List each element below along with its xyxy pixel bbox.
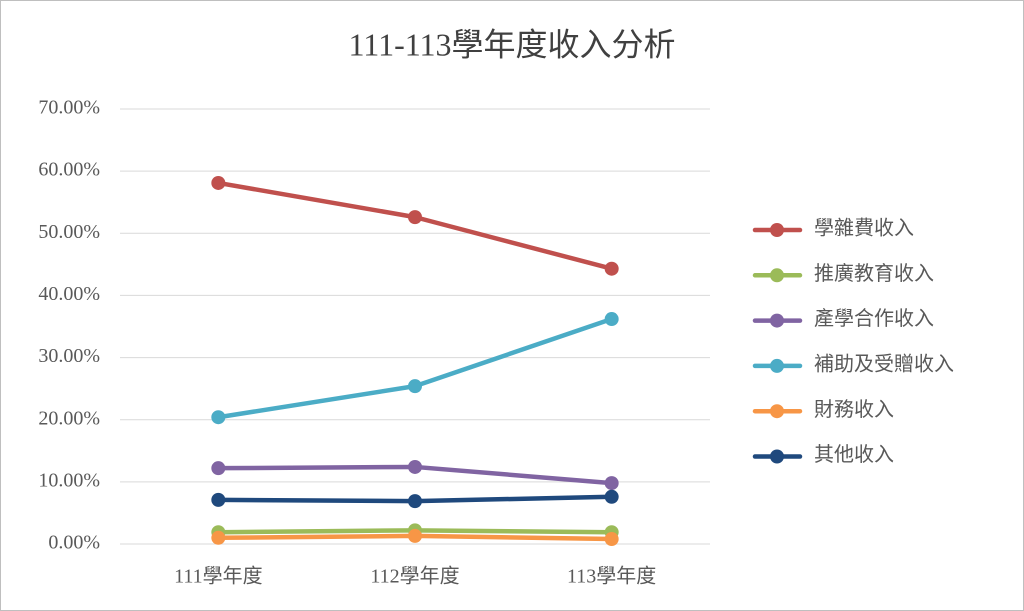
y-tick-label: 70.00% (38, 97, 100, 119)
data-point (408, 379, 422, 394)
y-tick-label: 60.00% (38, 159, 100, 181)
data-point (211, 492, 226, 507)
data-point (408, 494, 422, 509)
y-tick-label: 40.00% (38, 283, 100, 305)
data-point (604, 489, 619, 504)
y-tick-label: 50.00% (38, 221, 100, 243)
data-point (408, 210, 422, 225)
legend-marker (770, 358, 784, 373)
data-point (604, 476, 619, 491)
data-point (604, 261, 619, 276)
x-tick-label: 113學年度 (567, 565, 656, 588)
legend-label: 財務收入 (814, 398, 894, 421)
y-tick-label: 0.00% (48, 532, 100, 554)
legend-label: 補助及受贈收入 (814, 352, 954, 375)
legend-marker (770, 449, 784, 464)
y-tick-label: 10.00% (38, 469, 100, 491)
data-point (604, 312, 619, 327)
legend-marker (770, 404, 784, 419)
legend-label: 學雜費收入 (814, 217, 914, 240)
legend-label: 其他收入 (814, 443, 894, 466)
y-tick-label: 30.00% (38, 345, 100, 367)
data-point (408, 528, 422, 543)
data-point (604, 532, 619, 547)
legend-label: 推廣教育收入 (814, 262, 934, 285)
data-point (408, 459, 422, 474)
legend-marker (770, 268, 784, 283)
legend-marker (770, 313, 784, 328)
data-point (211, 461, 226, 476)
data-point (211, 530, 226, 545)
legend-label: 產學合作收入 (814, 307, 934, 330)
data-point (211, 410, 226, 425)
legend-marker (770, 223, 784, 237)
data-point (211, 175, 226, 190)
x-tick-label: 112學年度 (370, 565, 459, 588)
x-tick-label: 111學年度 (174, 565, 263, 588)
y-tick-label: 20.00% (38, 407, 100, 429)
chart-title: 111-113學年度收入分析 (348, 26, 675, 62)
